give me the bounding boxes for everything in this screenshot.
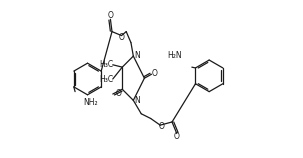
Text: NH₂: NH₂ [83, 98, 98, 107]
Text: O: O [151, 70, 157, 78]
Text: H₂N: H₂N [168, 51, 182, 60]
Text: N: N [134, 96, 140, 105]
Text: O: O [174, 132, 180, 141]
Text: H₃C: H₃C [99, 75, 113, 83]
Text: O: O [108, 11, 113, 19]
Text: O: O [118, 33, 124, 42]
Text: H₃C: H₃C [99, 60, 113, 69]
Text: O: O [158, 122, 164, 131]
Text: N: N [134, 51, 140, 60]
Text: O: O [116, 89, 122, 98]
